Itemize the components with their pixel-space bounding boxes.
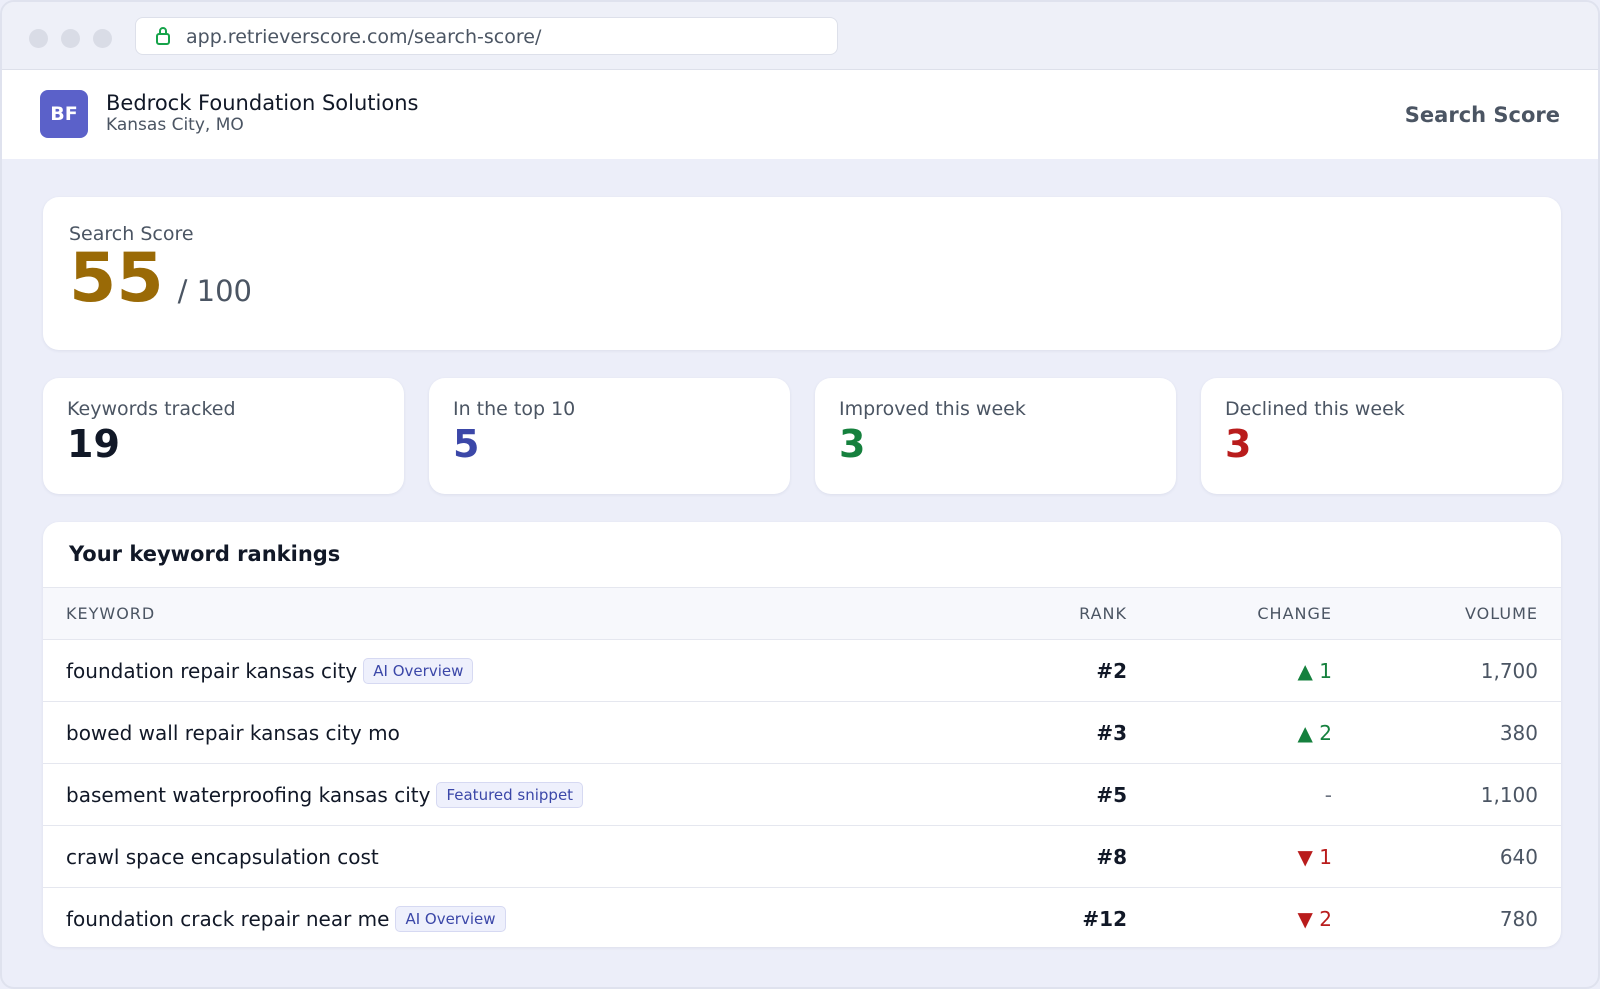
row: foundation repair kansas city AI Overview…	[43, 639, 1561, 702]
stat-card: Declined this week 3	[1201, 378, 1562, 494]
table-title: Your keyword rankings	[69, 542, 341, 566]
app-header: BF Bedrock Foundation Solutions Kansas C…	[2, 70, 1598, 159]
volume: 1,100	[1355, 763, 1561, 826]
change: ▲ 1	[1150, 639, 1355, 702]
stat-value: 5	[453, 422, 480, 466]
window-button[interactable]	[61, 29, 80, 48]
volume: 780	[1499, 906, 1538, 931]
rankings-table: KEYWORD RANK CHANGE VOLUME foundation re…	[43, 587, 1561, 947]
stat-value: 3	[839, 422, 866, 466]
stat-label: Improved this week	[839, 398, 1026, 420]
keyword: foundation repair kansas city	[66, 658, 358, 683]
browser-toolbar: app.retrieverscore.com/search-score/	[2, 2, 1598, 70]
lock-icon	[156, 27, 170, 45]
header-row: KEYWORD RANK CHANGE VOLUME	[43, 587, 1561, 640]
stat-card: Improved this week 3	[815, 378, 1176, 494]
score-max: / 100	[177, 274, 252, 308]
change: -	[1150, 763, 1355, 826]
column-header: VOLUME	[1355, 587, 1561, 640]
rankings-card: Your keyword rankings KEYWORD RANK CHANG…	[43, 522, 1561, 947]
badge: AI Overview	[395, 905, 506, 932]
change: ▲ 2	[1150, 701, 1355, 764]
row: basement waterproofing kansas city Featur…	[43, 763, 1561, 826]
address-bar[interactable]: app.retrieverscore.com/search-score/	[135, 17, 838, 55]
rank: #5	[930, 763, 1150, 826]
row: bowed wall repair kansas city mo #3 ▲ 2 380	[43, 701, 1561, 764]
rank: #8	[930, 825, 1150, 888]
business-location: Kansas City, MO	[106, 115, 244, 135]
stat-label: Keywords tracked	[67, 398, 236, 420]
keyword: crawl space encapsulation cost	[66, 844, 379, 869]
score-label: Search Score	[69, 223, 194, 245]
volume: 380	[1355, 701, 1561, 764]
url-text: app.retrieverscore.com/search-score/	[186, 26, 542, 48]
keyword: foundation crack repair near me	[66, 906, 390, 931]
column-header: CHANGE	[1150, 587, 1355, 640]
volume: 1,700	[1355, 639, 1561, 702]
change: ▼ 2	[1297, 906, 1332, 931]
window-button[interactable]	[29, 29, 48, 48]
badge: Featured snippet	[436, 781, 584, 808]
stat-card: In the top 10 5	[429, 378, 790, 494]
row: crawl space encapsulation cost #8 ▼ 1 640	[43, 825, 1561, 888]
keyword: bowed wall repair kansas city mo	[66, 720, 400, 745]
rank: #3	[930, 701, 1150, 764]
stat-label: Declined this week	[1225, 398, 1405, 420]
score-value: 55	[69, 239, 164, 318]
rank: #12	[1082, 906, 1127, 931]
nav-link[interactable]: Search Score	[1404, 103, 1560, 127]
change: ▼ 1	[1150, 825, 1355, 888]
avatar: BF	[40, 90, 88, 138]
rank: #2	[930, 639, 1150, 702]
stat-label: In the top 10	[453, 398, 576, 420]
business-name: Bedrock Foundation Solutions	[106, 91, 419, 115]
stat-value: 3	[1225, 422, 1252, 466]
window-button[interactable]	[93, 29, 112, 48]
volume: 640	[1355, 825, 1561, 888]
stat-card: Keywords tracked 19	[43, 378, 404, 494]
keyword: basement waterproofing kansas city	[66, 782, 431, 807]
score-card: Search Score 55 / 100	[43, 197, 1561, 350]
column-header: KEYWORD	[43, 587, 930, 640]
stat-value: 19	[67, 422, 120, 466]
row: foundation crack repair near me AI Overvi…	[43, 888, 1561, 948]
badge: AI Overview	[363, 657, 474, 684]
column-header: RANK	[930, 587, 1150, 640]
